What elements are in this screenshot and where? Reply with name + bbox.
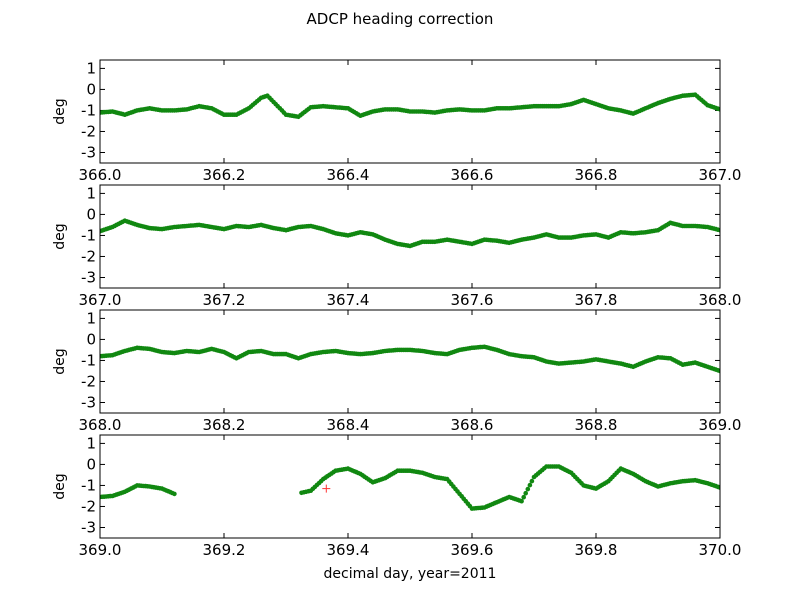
data-point xyxy=(519,498,524,504)
y-tick-label: -1 xyxy=(81,101,96,119)
y-tick-label: 0 xyxy=(86,455,96,473)
y-tick-label: -3 xyxy=(81,393,96,411)
y-tick-label: -1 xyxy=(81,226,96,244)
x-tick-label: 367.6 xyxy=(451,291,494,309)
data-point xyxy=(717,485,720,490)
x-tick-label: 368.6 xyxy=(451,416,494,434)
y-axis-label: deg xyxy=(52,223,68,249)
chart-title: ADCP heading correction xyxy=(307,10,494,28)
x-tick-label: 369.8 xyxy=(575,541,618,559)
panel-2: 1 0 -1 -2 -3 367.0 367.2 367.4 367.6 367.8 368.0 de… xyxy=(52,184,741,309)
x-tick-label: 366.8 xyxy=(575,166,618,184)
data-point xyxy=(523,490,528,496)
y-tick-label: -2 xyxy=(81,372,96,390)
y-tick-label: -1 xyxy=(81,476,96,494)
data-point xyxy=(717,227,720,233)
x-tick-label: 368.0 xyxy=(699,291,742,309)
x-tick-label: 366.2 xyxy=(203,166,246,184)
y-tick-label: -3 xyxy=(81,518,96,536)
data-point xyxy=(529,478,535,484)
x-tick-label: 368.2 xyxy=(203,416,246,434)
y-axis-label: deg xyxy=(52,348,68,374)
x-tick-label: 368.4 xyxy=(327,416,370,434)
y-tick-label: -2 xyxy=(81,122,96,140)
x-tick-label: 368.0 xyxy=(79,416,122,434)
x-tick-label: 369.0 xyxy=(79,541,122,559)
panels: 1 0 -1 -2 -3 366.0 366.2 366.4 366.6 366.8 367.0 de… xyxy=(52,59,741,559)
data-point xyxy=(717,107,720,112)
series-points xyxy=(100,344,720,374)
series-points xyxy=(100,464,720,511)
y-tick-label: -2 xyxy=(81,247,96,265)
x-tick-label: 367.2 xyxy=(203,291,246,309)
x-tick-label: 368.8 xyxy=(575,416,618,434)
y-tick-label: -2 xyxy=(81,497,96,515)
x-tick-label: 369.2 xyxy=(203,541,246,559)
data-point xyxy=(525,486,531,492)
y-tick-label: 1 xyxy=(86,309,96,327)
panel-3: 1 0 -1 -2 -3 368.0 368.2 368.4 368.6 368.8 369.0 de… xyxy=(52,309,741,434)
y-tick-label: -3 xyxy=(81,143,96,161)
x-axis-label: decimal day, year=2011 xyxy=(324,566,497,582)
data-point xyxy=(717,368,720,374)
y-tick-label: 0 xyxy=(86,330,96,348)
y-axis-label: deg xyxy=(52,473,68,499)
data-point xyxy=(521,494,526,500)
y-tick-label: -3 xyxy=(81,268,96,286)
data-point xyxy=(527,482,533,488)
y-axis-label: deg xyxy=(52,98,68,124)
panel-frame xyxy=(99,59,721,164)
y-tick-label: -1 xyxy=(81,351,96,369)
x-tick-label: 369.6 xyxy=(451,541,494,559)
panel-frame xyxy=(99,309,721,414)
y-tick-label: 1 xyxy=(86,59,96,77)
series-points xyxy=(100,92,720,120)
x-tick-label: 366.0 xyxy=(79,166,122,184)
x-tick-label: 367.4 xyxy=(327,291,370,309)
series-points xyxy=(100,218,720,249)
y-tick-label: 0 xyxy=(86,205,96,223)
data-point xyxy=(172,491,177,497)
panel-frame xyxy=(99,184,721,289)
y-tick-label: 0 xyxy=(86,80,96,98)
y-tick-label: 1 xyxy=(86,184,96,202)
x-tick-label: 367.0 xyxy=(699,166,742,184)
x-tick-label: 369.4 xyxy=(327,541,370,559)
x-tick-label: 370.0 xyxy=(699,541,742,559)
x-tick-label: 369.0 xyxy=(699,416,742,434)
panel-1: 1 0 -1 -2 -3 366.0 366.2 366.4 366.6 366.8 367.0 de… xyxy=(52,59,741,184)
panel-4: 1 0 -1 -2 -3 369.0 369.2 369.4 369.6 369.8 370.0 de… xyxy=(52,434,741,559)
x-tick-label: 366.6 xyxy=(451,166,494,184)
x-tick-label: 367.0 xyxy=(79,291,122,309)
x-tick-label: 367.8 xyxy=(575,291,618,309)
panel-frame xyxy=(99,434,721,539)
y-tick-label: 1 xyxy=(86,434,96,452)
x-tick-label: 366.4 xyxy=(327,166,370,184)
